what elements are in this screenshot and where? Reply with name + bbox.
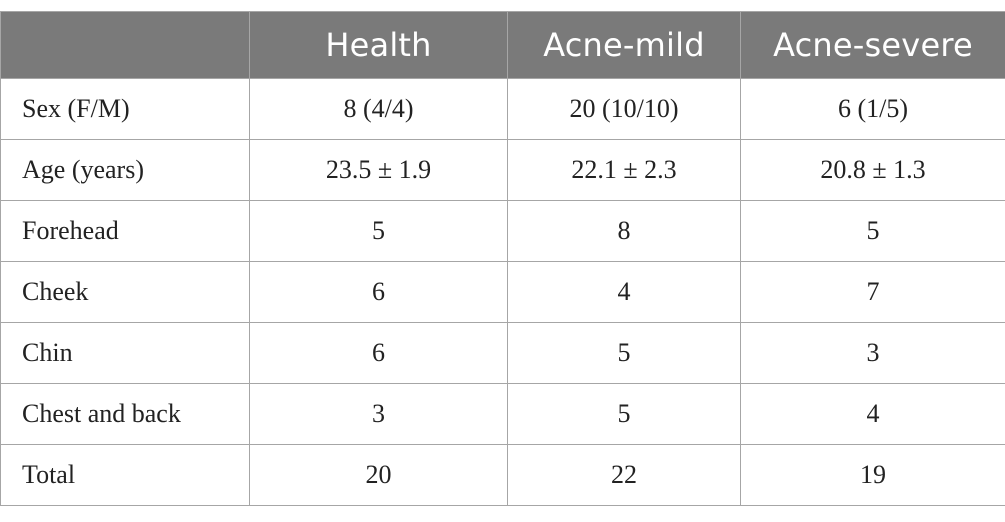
row-label: Forehead bbox=[0, 200, 250, 262]
row-label: Chest and back bbox=[0, 383, 250, 445]
cell-health: 8 (4/4) bbox=[249, 78, 508, 140]
cell-health: 23.5 ± 1.9 bbox=[249, 139, 508, 201]
data-table: Health Acne-mild Acne-severe Sex (F/M) 8… bbox=[0, 11, 1005, 506]
header-cell-health: Health bbox=[249, 11, 508, 79]
row-label: Chin bbox=[0, 322, 250, 384]
header-cell-acne-mild: Acne-mild bbox=[507, 11, 741, 79]
cell-acne-mild: 20 (10/10) bbox=[507, 78, 741, 140]
header-cell-empty bbox=[0, 11, 250, 79]
table-row: Age (years) 23.5 ± 1.9 22.1 ± 2.3 20.8 ±… bbox=[0, 139, 1005, 201]
cell-acne-mild: 4 bbox=[507, 261, 741, 323]
cell-health: 5 bbox=[249, 200, 508, 262]
table-row: Cheek 6 4 7 bbox=[0, 261, 1005, 323]
table-row: Chin 6 5 3 bbox=[0, 322, 1005, 384]
cell-acne-severe: 6 (1/5) bbox=[740, 78, 1005, 140]
cell-acne-mild: 8 bbox=[507, 200, 741, 262]
table-header: Health Acne-mild Acne-severe bbox=[0, 11, 1005, 79]
header-cell-acne-severe: Acne-severe bbox=[740, 11, 1005, 79]
table-row: Sex (F/M) 8 (4/4) 20 (10/10) 6 (1/5) bbox=[0, 78, 1005, 140]
cell-acne-severe: 3 bbox=[740, 322, 1005, 384]
cell-acne-severe: 20.8 ± 1.3 bbox=[740, 139, 1005, 201]
cell-acne-severe: 19 bbox=[740, 444, 1005, 506]
cell-acne-mild: 5 bbox=[507, 383, 741, 445]
cell-acne-severe: 4 bbox=[740, 383, 1005, 445]
table-row: Total 20 22 19 bbox=[0, 444, 1005, 506]
row-label: Age (years) bbox=[0, 139, 250, 201]
cell-health: 3 bbox=[249, 383, 508, 445]
row-label: Cheek bbox=[0, 261, 250, 323]
row-label: Total bbox=[0, 444, 250, 506]
header-row: Health Acne-mild Acne-severe bbox=[0, 11, 1005, 79]
cell-acne-mild: 5 bbox=[507, 322, 741, 384]
cell-health: 20 bbox=[249, 444, 508, 506]
cell-acne-severe: 5 bbox=[740, 200, 1005, 262]
table-row: Forehead 5 8 5 bbox=[0, 200, 1005, 262]
row-label: Sex (F/M) bbox=[0, 78, 250, 140]
cell-acne-mild: 22 bbox=[507, 444, 741, 506]
table-row: Chest and back 3 5 4 bbox=[0, 383, 1005, 445]
cell-health: 6 bbox=[249, 261, 508, 323]
cell-acne-severe: 7 bbox=[740, 261, 1005, 323]
table-body: Sex (F/M) 8 (4/4) 20 (10/10) 6 (1/5) Age… bbox=[0, 78, 1005, 506]
cell-acne-mild: 22.1 ± 2.3 bbox=[507, 139, 741, 201]
cell-health: 6 bbox=[249, 322, 508, 384]
